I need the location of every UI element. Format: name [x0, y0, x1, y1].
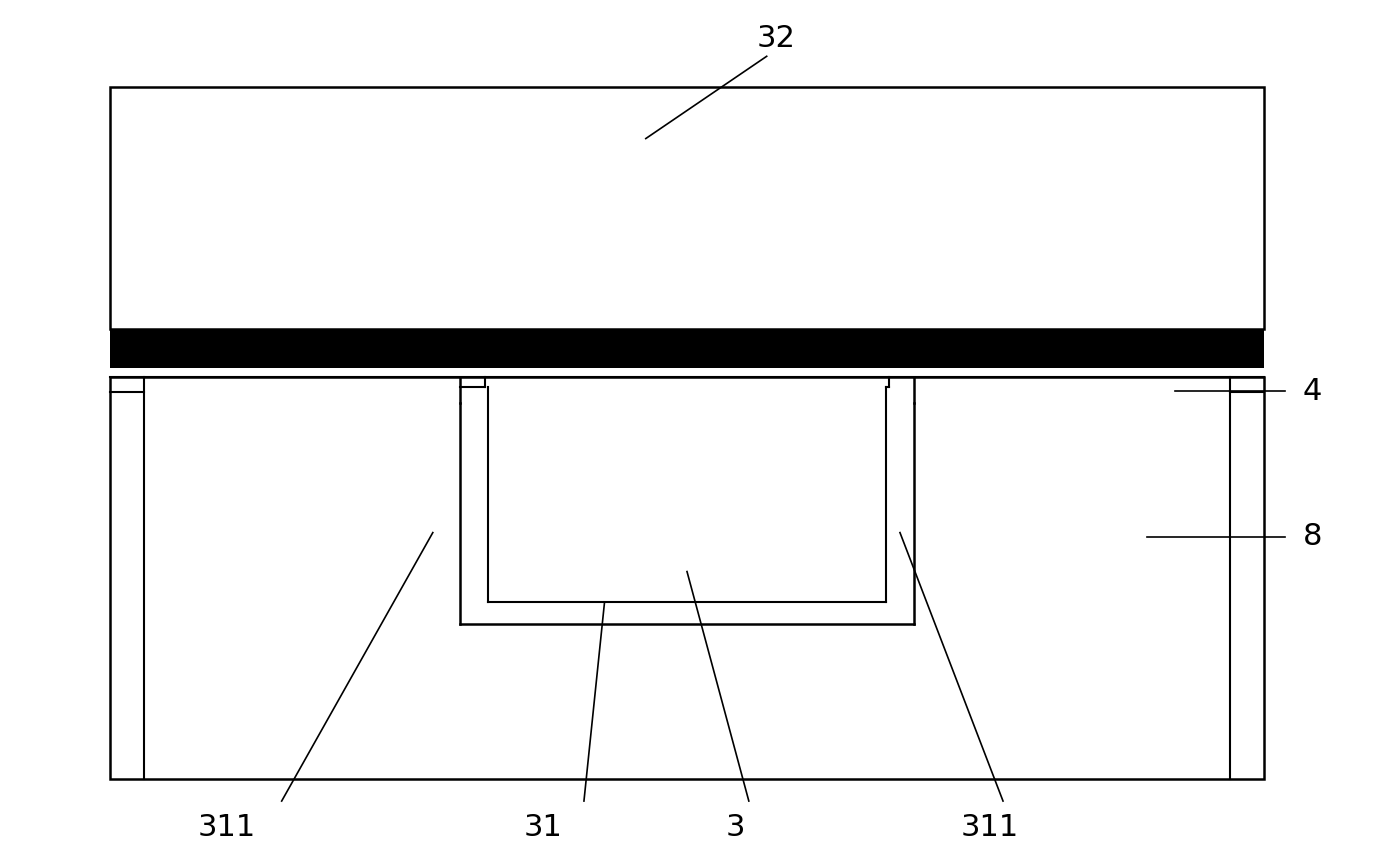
Text: 3: 3	[725, 812, 745, 842]
Bar	[110, 377, 1264, 779]
Bar	[110, 329, 1264, 368]
Text: 8: 8	[1303, 522, 1322, 552]
Text: 4: 4	[1303, 377, 1322, 406]
Text: 32: 32	[757, 24, 796, 54]
Text: 311: 311	[198, 812, 256, 842]
Text: 31: 31	[523, 812, 562, 842]
Text: 311: 311	[960, 812, 1018, 842]
Bar	[110, 87, 1264, 329]
